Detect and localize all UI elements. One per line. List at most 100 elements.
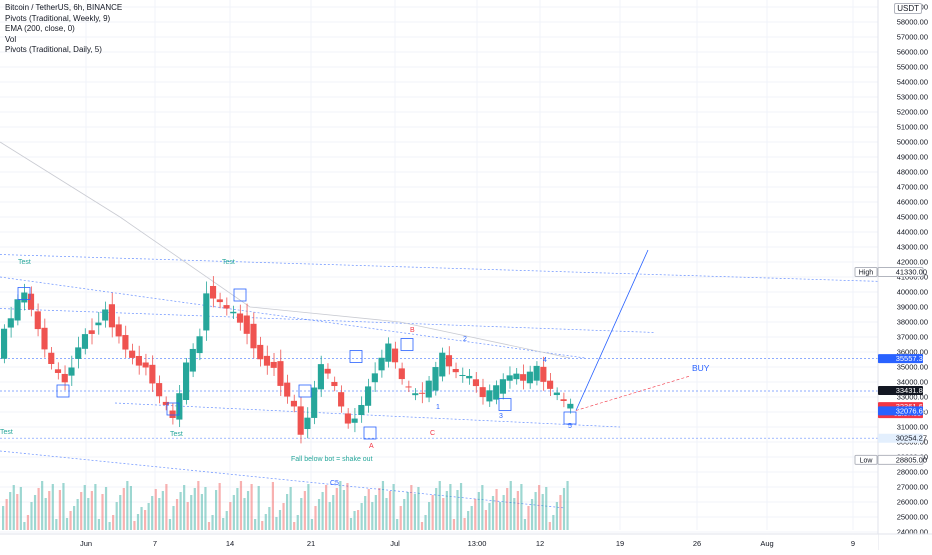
volume-bar-46 [165, 484, 168, 530]
candle-body-23 [156, 383, 163, 397]
candle-body-16 [108, 304, 115, 328]
candle-body-3 [21, 292, 28, 303]
time-tick-3: 21 [307, 539, 315, 548]
volume-bar-134 [477, 492, 480, 530]
candle-body-2 [14, 299, 21, 321]
volume-bar-118 [420, 522, 424, 530]
volume-bar-151 [538, 485, 541, 530]
candle-body-36 [243, 315, 250, 334]
candle-body-27 [183, 362, 190, 400]
volume-bar-93 [332, 495, 335, 530]
volume-bar-16 [58, 490, 61, 530]
price-tick-15: 44000.00 [897, 228, 928, 237]
candle-body-17 [115, 324, 122, 337]
candle-body-69 [466, 375, 473, 379]
price-tick-19: 40000.00 [897, 288, 928, 297]
candle-body-72 [486, 390, 493, 402]
volume-bar-130 [463, 518, 466, 530]
legend-indicator-weekly-pivots[interactable]: Pivots (Traditional, Weekly, 9) [5, 13, 111, 23]
candle-body-61 [412, 393, 419, 396]
test-box-3 [233, 288, 247, 302]
volume-bar-109 [388, 491, 392, 530]
legend-indicator-ema[interactable]: EMA (200, close, 0) [5, 24, 75, 34]
volume-bar-57 [204, 487, 207, 530]
candle-body-49 [331, 381, 338, 387]
volume-bar-72 [257, 486, 260, 530]
legend-title[interactable]: Bitcoin / TetherUS, 6h, BINANCE [5, 3, 123, 12]
volume-bar-103 [367, 489, 370, 530]
time-tick-6: 12 [536, 539, 544, 548]
candle-body-19 [129, 350, 136, 358]
volume-bar-52 [186, 502, 189, 530]
currency-selector[interactable]: USDT [894, 3, 922, 14]
price-tick-20: 39000.00 [897, 303, 928, 312]
volume-bar-77 [275, 517, 278, 530]
price-tick-25: 34000.00 [897, 378, 928, 387]
price-tick-21: 38000.00 [897, 318, 928, 327]
volume-bar-150 [534, 492, 537, 530]
volume-bar-32 [115, 502, 118, 530]
volume-bar-75 [268, 507, 271, 530]
candle-body-84 [567, 403, 574, 409]
volume-bar-25 [90, 491, 93, 530]
volume-bar-79 [282, 503, 285, 530]
volume-bar-73 [261, 521, 264, 530]
candle-body-53 [358, 404, 365, 416]
time-tick-0: Jun [80, 539, 92, 548]
volume-bar-94 [335, 488, 338, 530]
candle-body-8 [54, 369, 62, 373]
volume-bar-27 [97, 519, 101, 530]
chart-legend: Bitcoin / TetherUS, 6h, BINANCE Pivots (… [5, 3, 122, 56]
volume-bar-0 [2, 506, 5, 530]
volume-bar-87 [310, 519, 314, 530]
candle-body-68 [459, 374, 466, 377]
volume-bar-39 [140, 507, 143, 530]
volume-bar-106 [378, 488, 381, 530]
candle-body-80 [540, 366, 547, 382]
candle-body-83 [560, 399, 567, 401]
candle-body-20 [135, 355, 142, 366]
volume-bar-112 [399, 506, 402, 530]
candle-body-51 [344, 413, 351, 424]
volume-bar-85 [303, 491, 306, 530]
volume-bar-54 [193, 488, 196, 530]
volume-bar-136 [484, 510, 487, 530]
price-tick-17: 42000.00 [897, 258, 928, 267]
volume-bar-10 [37, 488, 40, 530]
candle-body-81 [547, 380, 554, 389]
volume-bar-110 [392, 484, 395, 530]
price-tick-35: 24000.00 [897, 528, 928, 537]
volume-bar-66 [236, 488, 239, 530]
candle-body-55 [371, 373, 378, 383]
annotation-4: Fall below bot = shake out [291, 456, 373, 463]
volume-bar-124 [442, 498, 445, 530]
legend-indicator-vol[interactable]: Vol [5, 34, 17, 44]
price-label-box-ema [878, 406, 923, 416]
candle-body-78 [526, 371, 533, 384]
volume-bar-22 [80, 492, 83, 530]
candle-body-9 [61, 373, 68, 383]
volume-bar-139 [495, 489, 498, 530]
time-tick-8: 26 [693, 539, 701, 548]
volume-bar-97 [346, 483, 349, 530]
candle-body-54 [365, 386, 372, 406]
annotation-8: C [430, 430, 435, 437]
volume-bar-141 [502, 495, 505, 530]
volume-bar-11 [41, 481, 44, 530]
volume-bar-78 [278, 510, 282, 530]
candle-body-75 [506, 375, 513, 381]
volume-bar-96 [342, 490, 345, 530]
candle-body-70 [472, 379, 480, 387]
volume-bar-107 [381, 481, 385, 530]
volume-bar-138 [491, 496, 495, 530]
candle-body-79 [533, 365, 540, 381]
volume-bar-63 [225, 511, 228, 530]
volume-bar-41 [147, 503, 150, 530]
legend-indicator-daily-pivots[interactable]: Pivots (Traditional, Daily, 5) [5, 45, 102, 55]
candle-body-82 [553, 392, 560, 396]
candle-body-33 [223, 305, 230, 309]
price-tick-34: 25000.00 [897, 513, 928, 522]
volume-bar-51 [183, 485, 186, 530]
